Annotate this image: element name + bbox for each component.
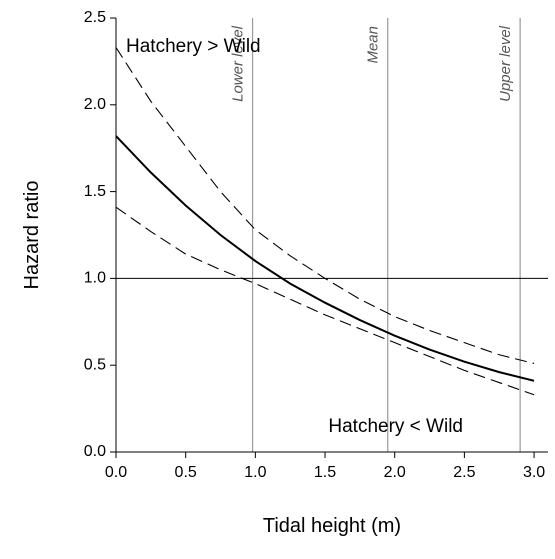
y-tick-label: 1.0: [84, 270, 106, 287]
series-line: [115, 47, 535, 364]
x-tick-label: 2.5: [453, 464, 475, 481]
series-line: [115, 135, 535, 382]
y-tick-label: 0.0: [84, 443, 106, 460]
y-tick-label: 0.5: [84, 356, 106, 373]
x-tick-label: 0.0: [105, 464, 127, 481]
y-tick-label: 2.0: [84, 96, 106, 113]
reference-label: Lower level: [230, 25, 247, 102]
annotation: Hatchery < Wild: [328, 416, 463, 437]
x-axis-label: Tidal height (m): [263, 515, 401, 537]
y-tick-label: 2.5: [84, 9, 106, 26]
y-axis-label: Hazard ratio: [21, 181, 43, 290]
x-tick-label: 1.0: [244, 464, 266, 481]
x-tick-label: 1.5: [314, 464, 336, 481]
x-tick-label: 2.0: [384, 464, 406, 481]
y-tick-label: 1.5: [84, 183, 106, 200]
reference-label: Mean: [365, 26, 382, 64]
series-line: [115, 206, 535, 396]
reference-label: Upper level: [497, 25, 514, 102]
annotation: Hatchery > Wild: [126, 36, 261, 57]
x-tick-label: 0.5: [175, 464, 197, 481]
x-tick-label: 3.0: [523, 464, 545, 481]
